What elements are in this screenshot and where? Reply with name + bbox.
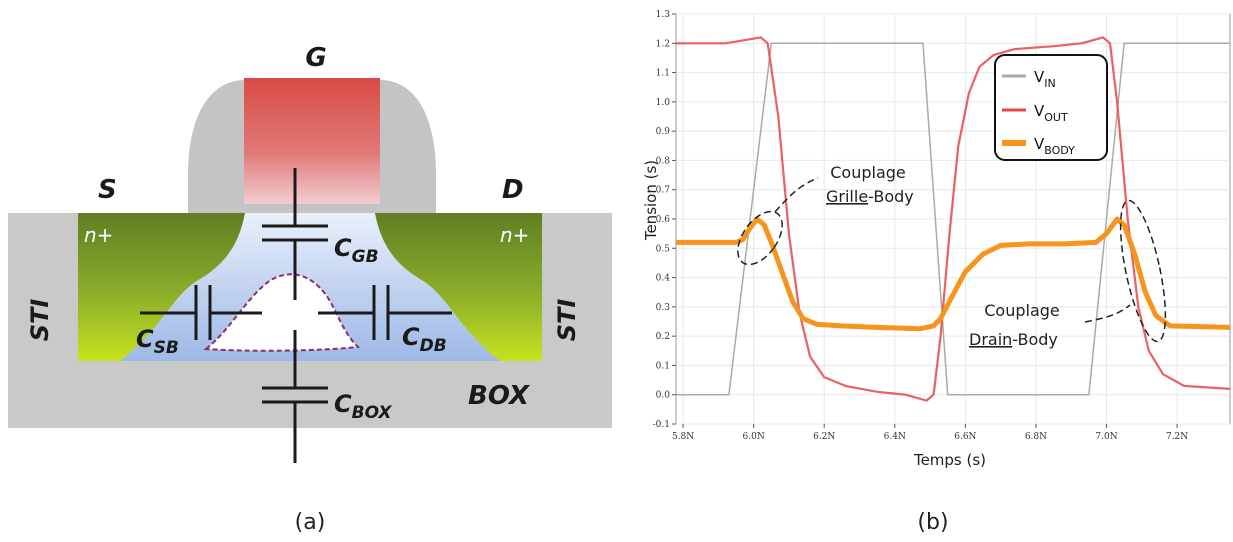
- annotation-leader-1: [774, 177, 819, 213]
- y-tick-label: -0.1: [653, 420, 670, 430]
- y-tick-label: 0.6: [656, 215, 671, 225]
- y-tick-label: 0.4: [656, 274, 671, 284]
- capacitor-db-label: CDB: [402, 323, 447, 356]
- capacitor-gb-label: CGB: [334, 234, 379, 267]
- drain-nplus-region: [375, 213, 542, 361]
- caption-b: (b): [917, 510, 948, 535]
- box-label: BOX: [468, 381, 531, 411]
- legend: VIN VOUT VBODY: [994, 54, 1108, 161]
- legend-box: [994, 54, 1108, 161]
- caption-a: (a): [295, 510, 326, 535]
- series-line-body: [676, 216, 1230, 332]
- y-tick-label: 0.1: [656, 361, 670, 371]
- annotation-1-line2: Grille-Body: [826, 187, 914, 206]
- panel-b-chart: -0.1 0.0 0.1 0.2 0.3 0.4 0.5 0.6 0.7 0.8 0.9 1.0 1.1…: [642, 10, 1231, 535]
- y-tick-label: 0.9: [656, 127, 671, 137]
- annotation-2-line2: Drain-Body: [969, 330, 1058, 349]
- y-tick-label: 1.0: [656, 98, 671, 108]
- annotation-ellipse-2: [1119, 199, 1167, 343]
- x-axis-title: Temps (s): [913, 451, 986, 469]
- capacitor-network: [140, 168, 452, 463]
- drain-doping-label: n+: [500, 223, 529, 247]
- y-tick-label: 0.8: [656, 156, 671, 166]
- y-axis-title: Tension (s): [642, 160, 660, 241]
- annotation-gate-body-coupling: Couplage Grille-Body: [737, 163, 914, 266]
- capacitor-box-label: CBOX: [334, 390, 392, 423]
- y-tick-label: 0.5: [656, 244, 671, 254]
- source-label: S: [98, 175, 117, 205]
- y-tick-label: 0.0: [656, 391, 671, 401]
- capacitor-sb-label: CSB: [136, 325, 179, 358]
- source-doping-label: n+: [84, 223, 113, 247]
- x-tick-label: 6.6N: [954, 432, 976, 442]
- x-tick-label: 7.0N: [1095, 432, 1117, 442]
- gate-label: G: [305, 43, 326, 73]
- x-tick-label: 6.8N: [1025, 432, 1047, 442]
- annotation-drain-body-coupling: Couplage Drain-Body: [969, 199, 1167, 349]
- series-line-in: [676, 42, 1230, 396]
- x-axis-ticks: 5.8N 6.0N 6.2N 6.4N 6.6N 6.8N 7.0N 7.2N: [672, 424, 1188, 442]
- source-nplus-region: [78, 213, 245, 361]
- annotation-leader-2: [1084, 304, 1131, 323]
- sti-left-label: STI: [26, 299, 54, 342]
- legend-label-vout: VOUT: [1034, 102, 1068, 124]
- sti-right-label: STI: [553, 299, 581, 342]
- gate-electrode: [244, 78, 380, 204]
- y-tick-label: 0.3: [656, 303, 671, 313]
- series-group: [676, 36, 1230, 402]
- x-tick-label: 5.8N: [672, 432, 694, 442]
- series-line-out: [676, 36, 1230, 402]
- annotation-1-line1: Couplage: [830, 163, 906, 182]
- y-tick-label: 1.3: [656, 10, 671, 20]
- floating-body-pocket: [203, 273, 361, 352]
- x-tick-label: 7.2N: [1166, 432, 1188, 442]
- x-tick-label: 6.2N: [813, 432, 835, 442]
- y-tick-label: 0.7: [656, 186, 671, 196]
- panel-a-cross-section: G S D n+ n+ STI STI BOX CGB CSB CDB CBOX…: [8, 43, 612, 535]
- legend-label-vbody: VBODY: [1034, 135, 1075, 157]
- x-tick-label: 6.4N: [884, 432, 906, 442]
- drain-label: D: [502, 175, 524, 205]
- y-tick-label: 1.2: [656, 39, 670, 49]
- y-tick-label: 0.2: [656, 332, 670, 342]
- y-tick-label: 1.1: [656, 69, 670, 79]
- x-tick-label: 6.0N: [743, 432, 765, 442]
- y-axis-ticks: -0.1 0.0 0.1 0.2 0.3 0.4 0.5 0.6 0.7 0.8 0.9 1.0 1.1…: [653, 10, 676, 430]
- legend-label-vin: VIN: [1034, 68, 1056, 90]
- annotation-2-line1: Couplage: [984, 301, 1060, 320]
